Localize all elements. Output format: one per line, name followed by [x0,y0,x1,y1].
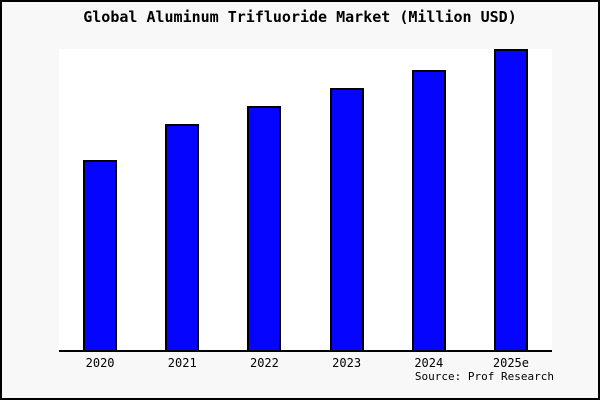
bar-2023 [329,88,364,350]
plot-area [59,49,552,352]
bar-2020 [83,160,118,350]
bar-slot-2020 [59,49,141,350]
bar-slot-2023 [306,49,388,350]
bar-slot-2025e [470,49,552,350]
bars-row [59,49,552,350]
chart-title: Global Aluminum Trifluoride Market (Mill… [83,8,517,26]
x-tick-label-2023: 2023 [332,356,362,370]
bar-2021 [165,124,200,350]
source-annotation: Source: Prof Research [414,370,554,383]
x-tick-label-2024: 2024 [414,356,444,370]
bar-slot-2021 [141,49,223,350]
x-tick-label-2022: 2022 [249,356,279,370]
bar-2025e [493,49,528,350]
bar-slot-2022 [223,49,305,350]
bar-2022 [247,106,282,350]
x-tick-label-2020: 2020 [85,356,115,370]
x-axis-tick-labels: 2020 2021 2022 2023 2024 2025e [59,356,552,370]
x-tick-label-2021: 2021 [167,356,197,370]
bar-slot-2024 [388,49,470,350]
bar-2024 [411,70,446,350]
x-tick-label-2025e: 2025e [492,356,529,370]
